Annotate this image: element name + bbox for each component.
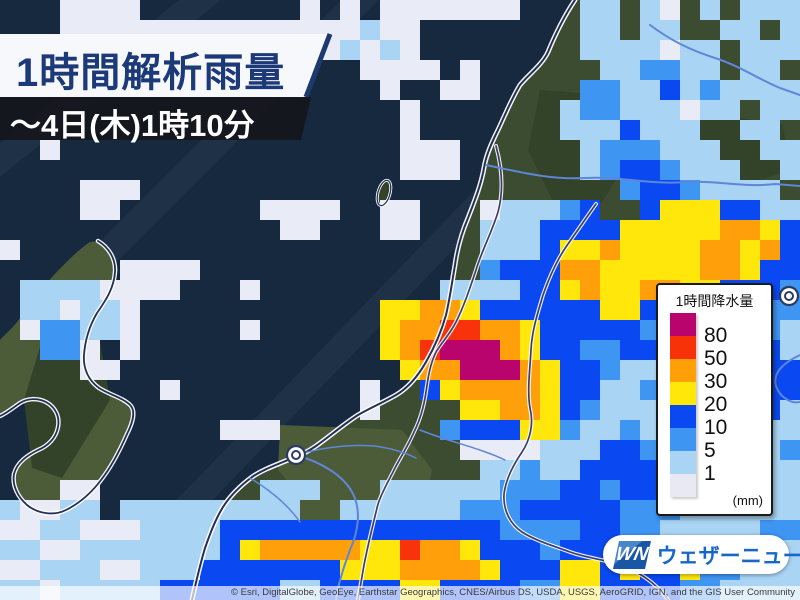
legend-swatch: [670, 336, 696, 359]
legend-label: 80: [704, 324, 728, 347]
page-title: 1時間解析雨量: [16, 51, 286, 95]
legend-title: 1時間降水量: [675, 293, 754, 309]
legend-swatches: [670, 313, 696, 497]
legend-unit: (mm): [732, 493, 763, 508]
legend-label: 5: [704, 439, 716, 462]
wn-logo-icon: WN: [613, 540, 651, 569]
legend-label: 50: [704, 347, 728, 370]
legend-label: 20: [704, 393, 728, 416]
legend-swatch: [670, 313, 696, 336]
legend-swatch: [670, 474, 696, 497]
legend-swatch: [670, 382, 696, 405]
legend-label: 30: [704, 370, 728, 393]
legend-label: 1: [704, 462, 716, 485]
legend-swatch: [670, 359, 696, 382]
map-attribution: © Esri, DigitalGlobe, GeoEye, Earthstar …: [0, 586, 800, 600]
legend-labels: 80 50 30 20 10 5 1: [704, 313, 764, 497]
legend-swatch: [670, 428, 696, 451]
weathernews-label: ウェザーニュース: [656, 544, 800, 568]
legend-label: 10: [704, 416, 728, 439]
rain-legend: 1時間降水量 80 50 30 20 10 5 1 (mm): [656, 283, 773, 516]
timestamp: 〜4日(木)1時10分: [10, 108, 255, 143]
weathernews-logo: WN ウェザーニュース: [603, 535, 800, 574]
legend-swatch: [670, 451, 696, 474]
legend-swatch: [670, 405, 696, 428]
